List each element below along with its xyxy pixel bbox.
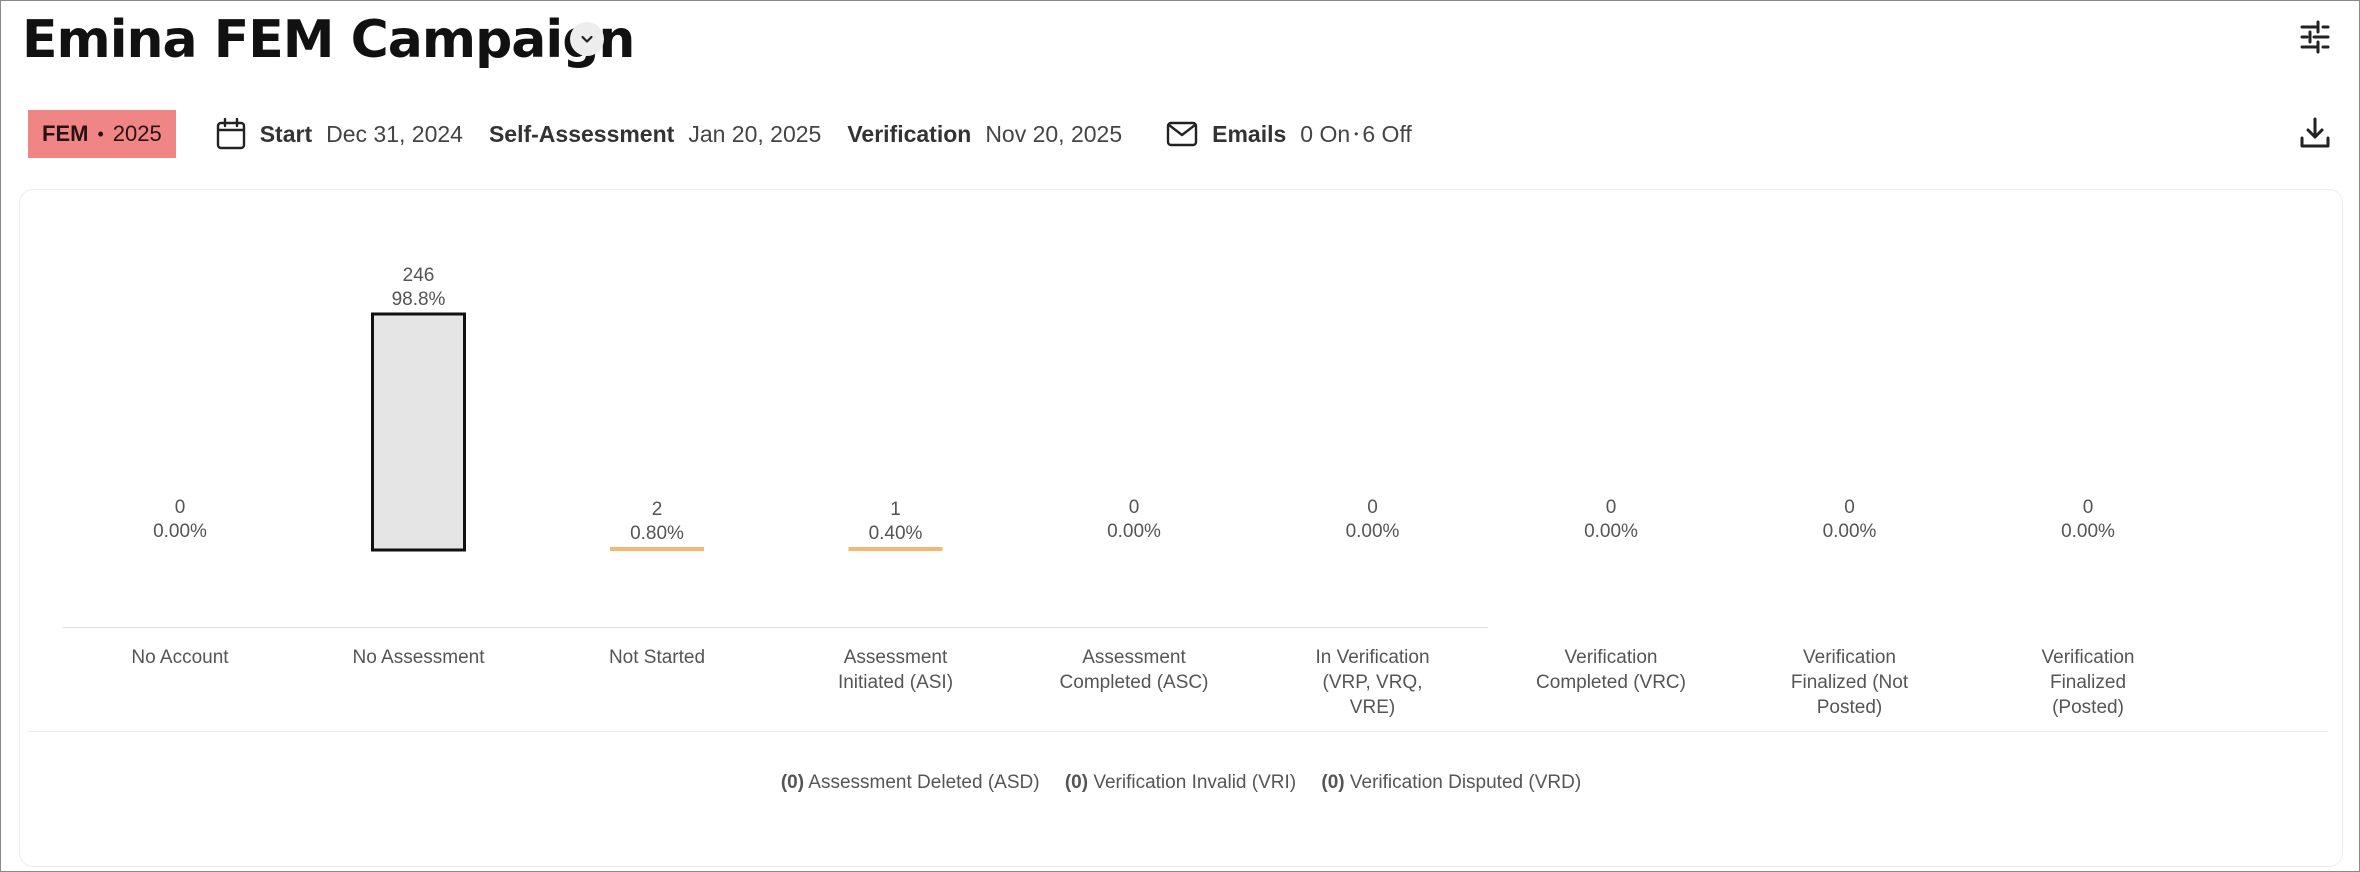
tag-separator: • bbox=[97, 123, 104, 144]
footer-count: (0) bbox=[1064, 772, 1089, 793]
bar-value-label: 0 bbox=[1367, 497, 1378, 518]
bar-value-label: 0 bbox=[1129, 497, 1140, 518]
bar-value-label: 0 bbox=[175, 497, 186, 518]
emails-separator: • bbox=[1354, 127, 1359, 141]
bar-value-label: 0 bbox=[1844, 497, 1855, 518]
chart-bar[interactable] bbox=[848, 547, 943, 551]
footer-item-vri: (0) Verification Invalid (VRI) bbox=[1065, 772, 1296, 793]
start-label: Start bbox=[259, 120, 313, 147]
status-bar-chart: 0 0.00% 246 98.8% 2 0.80% 1 0.40% 0 0.00% 0 0.00% 0 0… bbox=[153, 265, 2115, 552]
chart-category-label: Assessment Completed (ASC) bbox=[1059, 647, 1209, 693]
emails-off: 6 Off bbox=[1362, 120, 1412, 147]
footer-count: (0) bbox=[1321, 772, 1345, 793]
sliders-icon[interactable] bbox=[2296, 18, 2334, 56]
bar-percent-label: 0.00% bbox=[1107, 521, 1161, 542]
emails-label: Emails bbox=[1212, 120, 1287, 147]
download-icon[interactable] bbox=[2296, 114, 2334, 152]
verification-value: Nov 20, 2025 bbox=[985, 120, 1123, 147]
chart-baseline bbox=[62, 627, 1488, 628]
calendar-icon bbox=[216, 117, 246, 150]
footer-count: (0) bbox=[780, 772, 805, 793]
bar-value-label: 1 bbox=[890, 499, 901, 520]
footer-label: Assessment Deleted (ASD) bbox=[808, 772, 1040, 793]
bar-percent-label: 0.00% bbox=[1823, 521, 1877, 542]
bar-percent-label: 0.40% bbox=[869, 523, 923, 544]
campaign-tag[interactable]: FEM • 2025 bbox=[28, 110, 176, 158]
bar-value-label: 246 bbox=[403, 265, 435, 286]
footer-item-asd: (0) Assessment Deleted (ASD) bbox=[781, 772, 1040, 793]
page-title: Emina FEM Campaign bbox=[22, 10, 635, 70]
chart-category-label: No Assessment bbox=[352, 647, 485, 668]
emails-status[interactable]: 0 On • 6 Off bbox=[1300, 121, 1412, 148]
chart-category-label: Verification Completed (VRC) bbox=[1536, 647, 1686, 693]
self-assessment-label: Self-Assessment bbox=[488, 120, 675, 147]
chart-category-label: In Verification (VRP, VRQ, VRE) bbox=[1315, 647, 1430, 718]
bar-percent-label: 0.00% bbox=[153, 521, 207, 542]
campaign-meta-row: FEM • 2025 Start Dec 31, 2024 Self-Asses… bbox=[28, 110, 1412, 158]
status-chart-card: 0 0.00% 246 98.8% 2 0.80% 1 0.40% 0 0.00% 0 0.00% 0 0… bbox=[19, 189, 2343, 867]
verification-label: Verification bbox=[847, 120, 972, 147]
start-value: Dec 31, 2024 bbox=[326, 120, 463, 147]
bar-percent-label: 0.00% bbox=[1584, 521, 1638, 542]
bar-percent-label: 0.00% bbox=[1346, 521, 1400, 542]
other-status-counts: (0) Assessment Deleted (ASD) (0) Verific… bbox=[20, 772, 2342, 794]
tag-program: FEM bbox=[42, 121, 89, 146]
self-assessment-value: Jan 20, 2025 bbox=[688, 120, 822, 147]
chart-category-label: Verification Finalized (Not Posted) bbox=[1790, 647, 1909, 718]
chart-bar[interactable] bbox=[371, 312, 466, 552]
chart-category-label: No Account bbox=[131, 647, 229, 668]
tag-year: 2025 bbox=[112, 121, 162, 146]
footer-label: Verification Disputed (VRD) bbox=[1349, 772, 1582, 793]
mail-icon bbox=[1166, 121, 1198, 147]
footer-label: Verification Invalid (VRI) bbox=[1093, 772, 1297, 793]
card-divider bbox=[28, 731, 2328, 732]
chart-bar[interactable] bbox=[610, 547, 704, 551]
bar-value-label: 0 bbox=[1606, 497, 1617, 518]
bar-value-label: 2 bbox=[652, 499, 663, 520]
bar-percent-label: 98.8% bbox=[392, 289, 446, 310]
bar-percent-label: 0.00% bbox=[2061, 521, 2115, 542]
chart-category-label: Verification Finalized (Posted) bbox=[2041, 647, 2135, 718]
chart-category-label: Assessment Initiated (ASI) bbox=[837, 647, 954, 693]
emails-on: 0 On bbox=[1300, 120, 1351, 147]
bar-value-label: 0 bbox=[2083, 497, 2094, 518]
footer-item-vrd: (0) Verification Disputed (VRD) bbox=[1321, 772, 1581, 793]
bar-percent-label: 0.80% bbox=[630, 523, 684, 544]
chart-category-label: Not Started bbox=[608, 647, 706, 668]
chevron-down-icon[interactable] bbox=[570, 22, 604, 56]
